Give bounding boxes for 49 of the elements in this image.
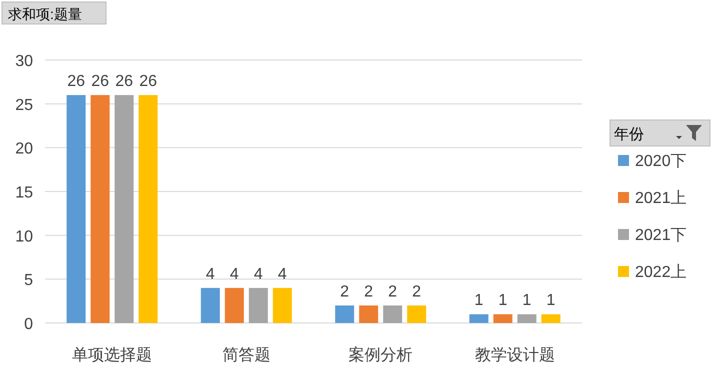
data-label: 2	[364, 283, 374, 300]
data-label: 2	[412, 283, 422, 300]
bar	[335, 305, 354, 323]
data-label: 2	[340, 283, 350, 300]
bar	[138, 95, 158, 323]
legend-label: 2020下	[635, 153, 687, 170]
y-tick-label: 30	[15, 53, 34, 70]
bar	[493, 314, 512, 323]
y-tick-label: 10	[15, 228, 34, 246]
bar	[407, 305, 426, 323]
x-tick-label: 单项选择题	[72, 346, 152, 364]
data-label: 1	[474, 292, 484, 310]
y-tick-label: 5	[24, 272, 34, 290]
chart-title: 求和项:题量	[8, 6, 82, 22]
data-label: 4	[230, 266, 239, 283]
bar	[541, 314, 560, 323]
bar	[248, 288, 268, 323]
legend-label: 2021上	[635, 189, 687, 207]
bar	[66, 95, 86, 323]
x-tick-label: 案例分析	[348, 346, 413, 364]
bar	[517, 314, 536, 323]
bar	[114, 95, 134, 323]
legend-label: 2021下	[635, 227, 687, 244]
bar	[200, 288, 220, 323]
data-label: 4	[254, 266, 263, 283]
bar	[272, 288, 292, 323]
data-label: 26	[91, 73, 110, 90]
bar	[383, 305, 402, 323]
bar	[359, 305, 378, 323]
data-label: 1	[498, 292, 508, 310]
data-label: 1	[546, 292, 556, 310]
bar	[224, 288, 244, 323]
data-label: 1	[522, 292, 532, 310]
y-tick-label: 20	[15, 140, 34, 158]
data-label: 26	[67, 73, 86, 90]
bar	[469, 314, 488, 323]
bar	[90, 95, 110, 323]
data-label: 2	[388, 283, 398, 300]
legend-title: 年份	[614, 126, 644, 143]
data-label: 4	[278, 266, 287, 283]
y-tick-label: 0	[24, 316, 34, 333]
data-label: 26	[115, 73, 134, 90]
data-label: 4	[206, 266, 215, 283]
data-label: 26	[139, 73, 158, 90]
x-tick-label: 教学设计题	[474, 346, 555, 364]
x-tick-label: 简答题	[222, 347, 270, 364]
y-tick-label: 15	[15, 184, 34, 202]
y-tick-label: 25	[15, 96, 34, 114]
legend-label: 2022上	[635, 263, 687, 281]
